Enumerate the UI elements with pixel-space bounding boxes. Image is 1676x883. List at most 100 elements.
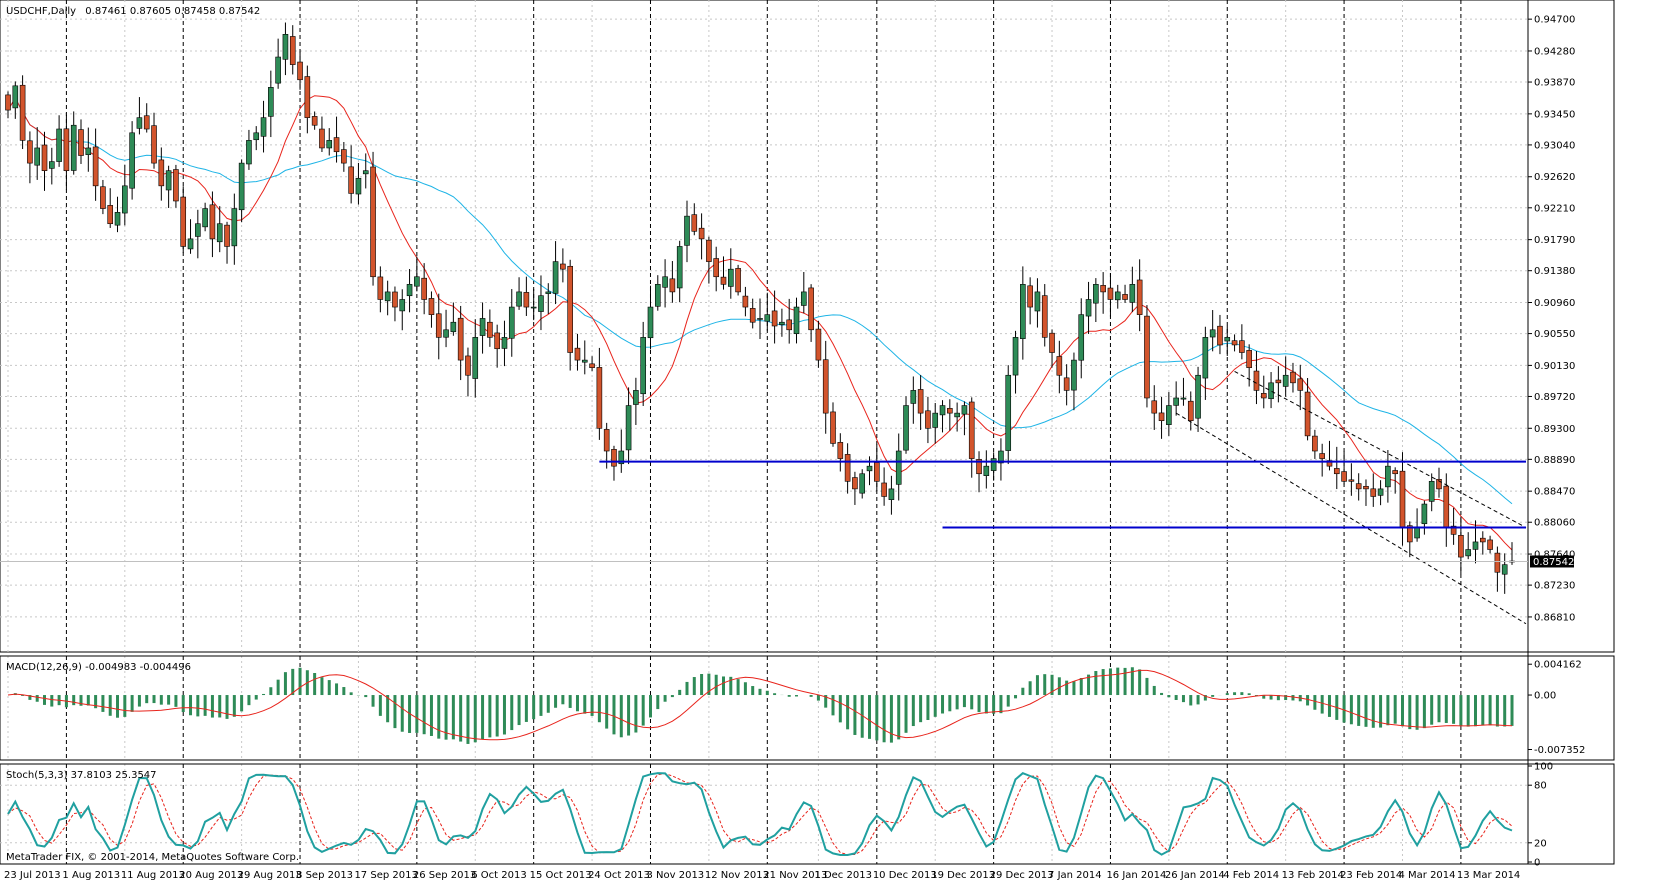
candle-bull (326, 140, 333, 149)
price-tick-label: 0.94700 (1534, 15, 1575, 26)
candle-bull (414, 276, 420, 287)
candle-bear (1063, 377, 1070, 391)
price-panel-frame (0, 0, 1615, 653)
candle-bear (5, 94, 11, 111)
candle-bull (640, 337, 646, 395)
candle-bear (487, 321, 493, 338)
candle-bear (1312, 435, 1318, 452)
candle-bear (333, 137, 340, 153)
candle-bull (939, 405, 946, 416)
current-price-tag: 0.87542 (0, 555, 1574, 568)
candle-bear (180, 196, 187, 247)
price-tick-label: 0.88060 (1534, 518, 1575, 529)
macd-tick-label: -0.007352 (1534, 745, 1585, 756)
candle-bull (1421, 503, 1428, 525)
macd-title: MACD(12,26,9) -0.004983 -0.004496 (6, 662, 191, 673)
candle-bear (311, 116, 318, 126)
candle-bull (238, 162, 245, 211)
stoch-title: Stoch(5,3,3) 37.8103 25.3547 (6, 770, 157, 781)
candle-bear (523, 292, 530, 308)
date-tick-label: 1 Dec 2013 (814, 870, 872, 881)
candle-bear (874, 462, 880, 482)
candle-bear (881, 482, 887, 497)
symbol-title: USDCHF,Daily (6, 6, 76, 17)
candle-bull (56, 128, 62, 162)
candle-bear (494, 332, 500, 350)
candle-bull (961, 405, 968, 415)
candle-bull (998, 450, 1004, 464)
candle-bull (1282, 374, 1289, 387)
candle-bull (85, 147, 92, 155)
candle-bear (830, 411, 836, 444)
price-tick-label: 0.92210 (1534, 203, 1575, 214)
candle-bear (341, 149, 347, 164)
candle-bull (114, 212, 121, 226)
candle-bear (603, 429, 610, 452)
candle-bull (779, 321, 785, 325)
candle-bear (1333, 468, 1340, 475)
date-tick-label: 21 Nov 2013 (763, 870, 827, 881)
candle-bear (669, 278, 676, 293)
candle-bear (41, 144, 48, 171)
candle-bear (1136, 279, 1143, 315)
candle-bull (450, 321, 457, 333)
date-tick-label: 10 Dec 2013 (873, 870, 937, 881)
candle-bear (304, 76, 311, 118)
candle-bull (136, 117, 143, 129)
candle-bull (888, 488, 895, 500)
price-tag-label: 0.87542 (1533, 557, 1574, 568)
price-tick-label: 0.91380 (1534, 266, 1575, 277)
stoch-panel[interactable]: Stoch(5,3,3) 37.8103 25.3547 MetaTrader … (0, 762, 1615, 869)
candle-bull (34, 147, 41, 166)
candle-bull (1020, 284, 1026, 339)
candle-bull (1005, 374, 1012, 451)
macd-tick-label: 0.004162 (1534, 660, 1582, 671)
candle-bull (895, 450, 902, 485)
candle-bear (1304, 391, 1311, 437)
candle-bear (852, 477, 858, 490)
candle-bull (859, 473, 866, 494)
stoch-tick-label: 80 (1534, 781, 1547, 792)
candle-bull (202, 208, 208, 228)
candle-bear (822, 359, 829, 414)
candle-bull (516, 291, 522, 307)
candle-bear (348, 166, 354, 194)
candle-bear (1041, 295, 1048, 338)
candle-bear (720, 276, 727, 285)
candle-bull (1428, 481, 1435, 502)
candle-bear (1158, 412, 1165, 422)
candle-bear (1107, 287, 1114, 300)
candle-bull (1093, 284, 1099, 304)
candle-bull (195, 223, 201, 237)
ma-fast-path (7, 95, 1513, 551)
candle-bear (844, 454, 851, 482)
candle-bear (1341, 471, 1347, 482)
candle-bear (589, 363, 595, 368)
candle-bull (727, 268, 734, 287)
candle-bear (1144, 315, 1150, 399)
candle-bull (187, 238, 194, 250)
price-panel[interactable]: USDCHF,Daily 0.87461 0.87605 0.87458 0.8… (0, 0, 1615, 864)
stoch-signal-path (7, 773, 1513, 855)
candle-bull (954, 412, 960, 418)
macd-panel[interactable]: MACD(12,26,9) -0.004983 -0.004496 0.0041… (0, 655, 1615, 761)
stoch-tick-label: 100 (1534, 762, 1553, 773)
date-tick-label: 15 Oct 2013 (530, 870, 592, 881)
candle-bull (1501, 564, 1508, 575)
price-tick-label: 0.89300 (1534, 424, 1575, 435)
candle-bear (1443, 485, 1450, 528)
candle-bear (173, 169, 179, 202)
candle-bull (1085, 299, 1092, 317)
candle-bear (457, 317, 464, 361)
candle-bear (976, 459, 982, 475)
candle-bull (654, 284, 661, 307)
candle-bull (12, 85, 19, 109)
candle-bear (1319, 453, 1325, 459)
candle-bull (1012, 337, 1019, 376)
date-tick-label: 20 Aug 2013 (179, 870, 243, 881)
candle-bear (1151, 400, 1158, 414)
candle-bear (319, 128, 325, 149)
candle-bear (19, 84, 26, 141)
